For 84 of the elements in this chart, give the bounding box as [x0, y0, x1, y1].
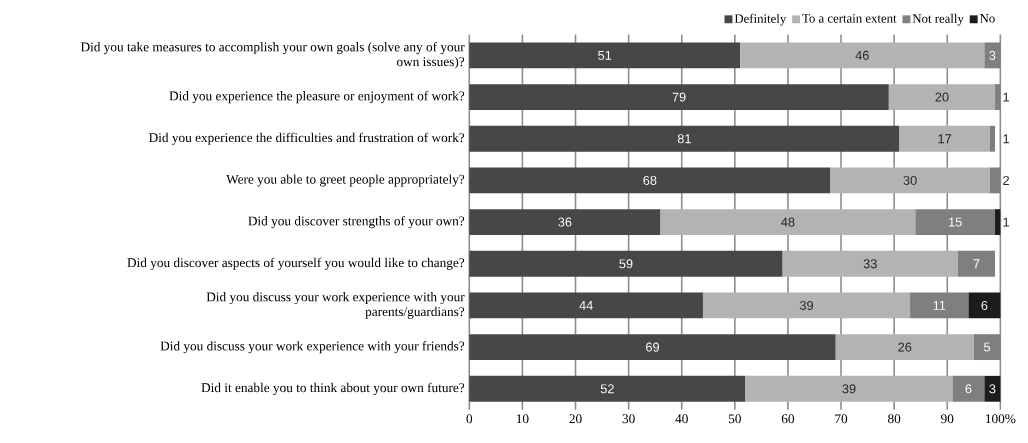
data-label: 11	[933, 300, 946, 310]
data-label: 20	[935, 92, 949, 102]
data-label: 81	[677, 134, 691, 144]
data-label: 52	[600, 384, 614, 394]
bar	[957, 250, 996, 277]
legend-label: To a certain extent	[802, 13, 897, 23]
y-tick-label: Were you able to greet people appropriately?	[226, 174, 465, 187]
data-label: 69	[646, 342, 660, 352]
x-tick-label: 50	[728, 414, 741, 424]
bar	[888, 84, 996, 110]
bar	[973, 334, 1001, 360]
legend-label: Definitely	[734, 13, 787, 26]
x-tick-label: 70	[835, 414, 848, 424]
y-tick-label: Did you discuss your work experience with your parents/guardians?	[206, 291, 465, 319]
data-label: 48	[781, 217, 795, 227]
data-label: 44	[579, 300, 593, 310]
data-label: 3	[989, 50, 996, 60]
x-tick-label: 60	[781, 414, 795, 424]
y-tick-label: Did it enable you to think about your own future?	[201, 382, 465, 395]
data-label: 30	[903, 175, 917, 185]
data-label: 6	[965, 384, 972, 394]
data-label: 2	[1003, 175, 1009, 185]
bar	[952, 375, 985, 402]
bar	[740, 42, 985, 69]
bar	[469, 84, 889, 110]
bar	[984, 42, 1001, 69]
data-label: 36	[558, 217, 572, 227]
data-label: 5	[984, 342, 991, 352]
bar	[835, 334, 974, 360]
bar	[915, 209, 996, 235]
x-tick-label: 100%	[986, 414, 1016, 424]
bar	[702, 292, 911, 319]
data-label: 39	[842, 384, 856, 394]
data-label: 1	[1003, 92, 1010, 102]
bar	[782, 250, 958, 277]
bar	[830, 167, 990, 194]
y-tick-label: Did you experience the difficulties and frustration of work?	[149, 132, 465, 145]
legend-label: No	[979, 14, 995, 23]
bar	[989, 167, 1001, 194]
bar	[469, 334, 836, 360]
x-tick-label: 90	[941, 414, 954, 424]
bar	[745, 375, 953, 402]
bar	[989, 125, 996, 152]
x-tick-label: 80	[888, 414, 901, 424]
data-label: 59	[619, 259, 633, 269]
data-label: 51	[598, 50, 612, 60]
data-label: 17	[938, 134, 952, 144]
bar	[469, 125, 900, 152]
data-label: 39	[799, 300, 814, 310]
data-label: 26	[898, 342, 912, 352]
x-tick-label: 0	[466, 414, 473, 424]
y-tick-label: Did you discuss your work experience with your friends?	[160, 340, 465, 354]
bar	[469, 209, 661, 235]
bar	[469, 292, 703, 319]
x-tick-label: 30	[622, 414, 635, 424]
data-label: 68	[643, 175, 657, 185]
y-tick-label: Did you discover aspects of yourself you would like to change?	[127, 257, 465, 270]
legend-label: Not really	[912, 13, 964, 26]
bar	[899, 125, 990, 152]
x-tick-label: 10	[516, 414, 529, 424]
y-tick-label: Did you discover strengths of your own?	[248, 215, 465, 229]
bar	[469, 167, 831, 194]
y-tick-label: Did you experience the pleasure or enjoyment of work?	[169, 90, 465, 104]
data-label: 46	[855, 50, 869, 60]
data-label: 6	[981, 300, 988, 310]
bar	[984, 375, 1001, 402]
data-label: 33	[863, 259, 877, 269]
bar	[968, 292, 1001, 319]
bar	[469, 250, 783, 277]
bar	[469, 42, 741, 69]
x-tick-label: 40	[675, 414, 688, 424]
bar	[995, 209, 1001, 235]
data-label: 7	[973, 259, 980, 269]
x-tick-label: 20	[569, 414, 582, 424]
data-label: 15	[949, 217, 962, 227]
data-label: 1	[1003, 217, 1010, 227]
y-tick-label: Did you take measures to accomplish your own goals (solve any of your own issues)?	[80, 41, 465, 69]
data-label: 1	[1003, 134, 1010, 144]
data-label: 3	[989, 384, 996, 394]
bar	[469, 375, 746, 402]
data-label: 79	[672, 92, 686, 102]
bar	[660, 209, 916, 235]
bar	[910, 292, 969, 319]
bar	[995, 84, 1001, 110]
